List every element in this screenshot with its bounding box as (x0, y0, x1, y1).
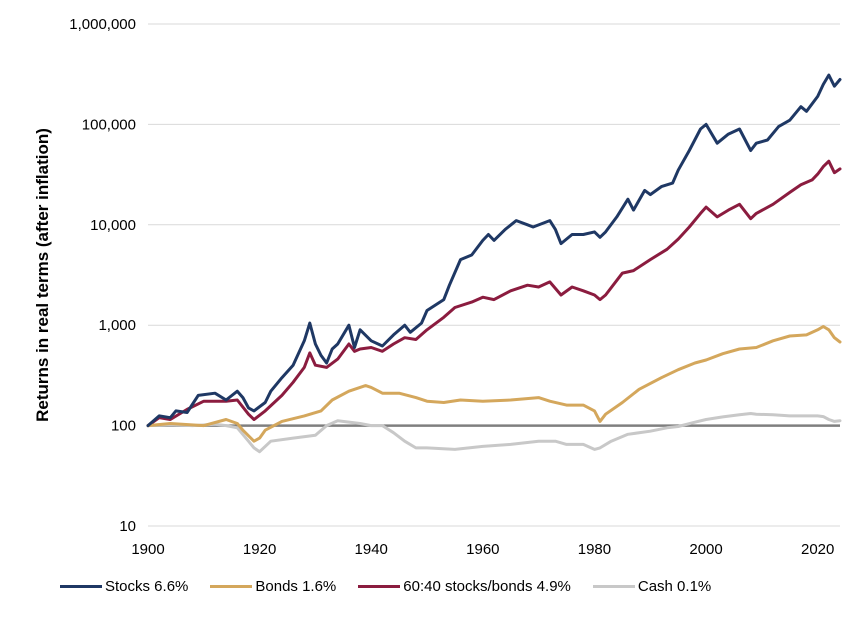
legend-label-1: Bonds 1.6% (255, 577, 337, 595)
series-line-1 (146, 325, 842, 443)
legend-item-1: Bonds 1.6% (210, 578, 336, 595)
y-tick-labels: 10 100 1,000 10,000 100,000 1,000,000 (69, 16, 136, 535)
legend-label-2: 60:40 stocks/bonds 4.9% (403, 577, 571, 595)
y-tick-label-0: 10 (119, 518, 136, 535)
x-tick-label-0: 1900 (131, 541, 164, 558)
x-tick-label-5: 2000 (689, 541, 722, 558)
series-layer (146, 73, 842, 454)
series-line-2 (146, 159, 842, 428)
x-tick-label-2: 1940 (355, 541, 388, 558)
legend-swatch-1 (210, 584, 253, 588)
x-tick-label-3: 1960 (466, 541, 499, 558)
legend-item-3: Cash 0.1% (592, 577, 712, 595)
x-tick-label-6: 2020 (801, 541, 834, 558)
gridlines (148, 23, 840, 527)
x-tick-label-1: 1920 (243, 541, 276, 558)
x-tick-label-4: 1980 (578, 541, 611, 558)
y-tick-label-4: 100,000 (82, 116, 136, 133)
y-tick-label-2: 1,000 (98, 317, 136, 334)
y-tick-label-3: 10,000 (90, 217, 136, 234)
legend: Stocks 6.6% Bonds 1.6% 60:40 stocks/bonds … (60, 574, 850, 598)
legend-swatch-2 (358, 584, 401, 588)
y-tick-label-5: 1,000,000 (69, 16, 136, 33)
legend-swatch-0 (60, 584, 102, 588)
legend-label-3: Cash 0.1% (637, 577, 712, 595)
series-line-0 (146, 73, 842, 428)
x-tick-labels: 1900 1920 1940 1960 1980 2000 2020 (131, 541, 834, 558)
legend-swatch-3 (592, 584, 635, 588)
series-line-3 (146, 412, 842, 454)
y-tick-label-1: 100 (111, 418, 136, 435)
legend-item-0: Stocks 6.6% (60, 578, 188, 595)
y-axis-label: Returns in real terms (after inflation) (33, 128, 52, 422)
legend-label-0: Stocks 6.6% (105, 577, 189, 595)
legend-item-2: 60:40 stocks/bonds 4.9% (358, 578, 571, 595)
